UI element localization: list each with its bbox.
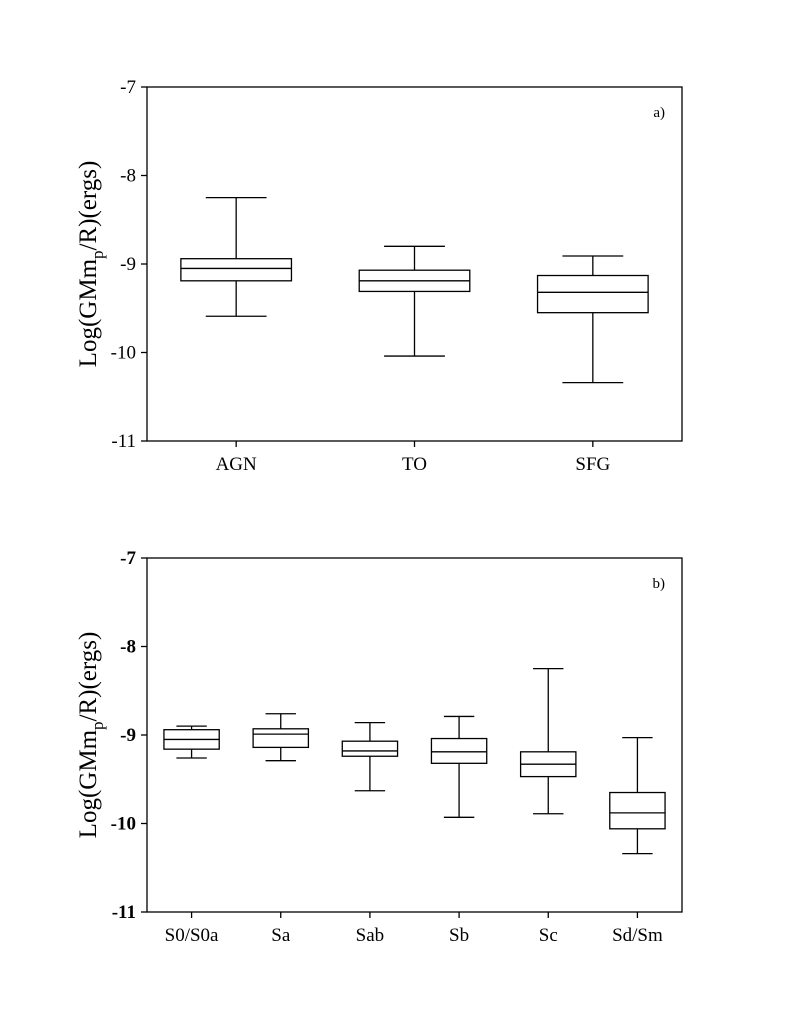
y-tick-label: -9 — [120, 254, 136, 275]
x-tick-label: S0/S0a — [165, 925, 219, 946]
box-plot-sab — [341, 721, 399, 792]
box-plot-sc — [519, 667, 577, 815]
y-tick-label: -7 — [120, 77, 136, 98]
x-tick-label: AGN — [216, 454, 257, 475]
box-plot-sb — [430, 715, 488, 818]
interquartile-box — [252, 728, 310, 749]
y-tick-label: -11 — [111, 431, 136, 452]
box-plot-agn — [180, 196, 293, 317]
interquartile-box — [341, 740, 399, 757]
chart-panel-1: -7 -8 -9 -10 -11 AGN TO SFG a) Log(GMmp/R)(ergs) — [75, 77, 683, 475]
box-plot-sa — [252, 713, 310, 762]
y-axis-label-subscript: p — [88, 721, 107, 730]
y-tick-label: -9 — [120, 725, 136, 746]
x-tick-label: Sc — [539, 925, 558, 946]
y-axis-label-base: Log(GMm — [75, 258, 102, 367]
box-plot-sfg — [536, 255, 649, 384]
y-tick-label: -8 — [120, 637, 136, 658]
interquartile-box — [430, 737, 488, 764]
panel-label: a) — [653, 105, 665, 121]
y-tick-label: -7 — [120, 548, 136, 569]
y-axis-label: Log(GMmp/R)(ergs) — [75, 632, 107, 839]
x-tick-label: Sd/Sm — [612, 925, 663, 946]
y-tick-label: -10 — [111, 343, 136, 364]
y-tick-label: -11 — [112, 902, 136, 923]
x-tick-label: TO — [402, 454, 427, 475]
box-plot-to — [358, 245, 471, 357]
x-tick-label: Sa — [271, 925, 291, 946]
y-axis-label-subscript: p — [88, 250, 107, 259]
y-tick-label: -10 — [111, 814, 136, 835]
chart-panel-2: -7 -8 -9 -10 -11 S0/S0a Sa Sab Sb Sc Sd/Sm b) Log(GM… — [75, 548, 683, 946]
interquartile-box — [609, 791, 666, 830]
plot-frame — [146, 557, 683, 913]
box-plot-sd-sm — [609, 737, 666, 855]
y-axis-label-rest: /R)(ergs) — [75, 161, 102, 251]
x-tick-label: Sab — [356, 925, 385, 946]
y-axis-label-base: Log(GMm — [75, 729, 102, 838]
x-tick-label: SFG — [575, 454, 610, 475]
y-axis-label: Log(GMmp/R)(ergs) — [75, 161, 107, 368]
panel-label: b) — [653, 576, 666, 592]
y-tick-label: -8 — [120, 166, 136, 187]
y-axis-label-rest: /R)(ergs) — [75, 632, 102, 722]
interquartile-box — [536, 274, 649, 314]
box-plot-s0-s0a — [163, 725, 220, 759]
interquartile-box — [180, 258, 293, 282]
x-tick-label: Sb — [449, 925, 469, 946]
